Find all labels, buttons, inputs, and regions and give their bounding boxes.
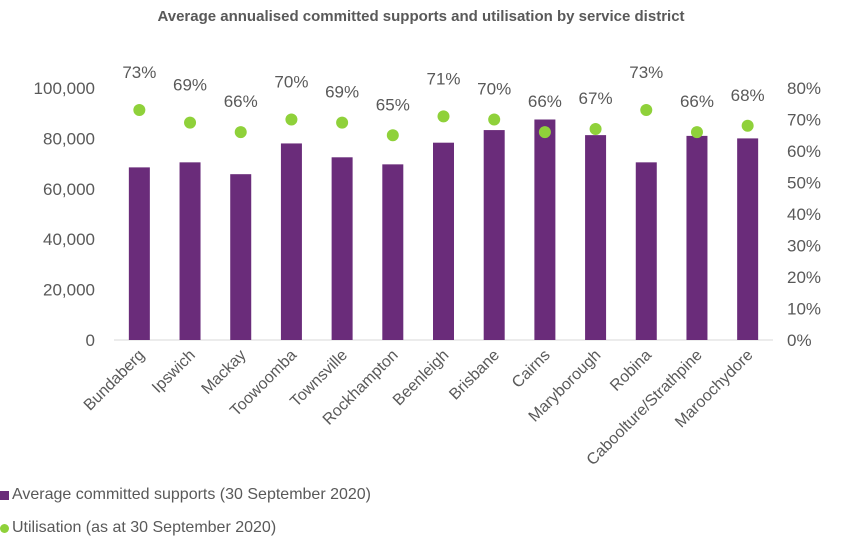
category-label: Ipswich [149, 347, 199, 397]
utilisation-point [234, 126, 247, 139]
left-axis: 0 20,000 40,000 60,000 80,000 100,000 [34, 79, 95, 350]
utilisation-data-label: 66% [528, 92, 562, 111]
legend-label-utilisation: Utilisation (as at 30 September 2020) [12, 519, 277, 536]
bar [483, 130, 505, 340]
utilisation-point [538, 126, 551, 139]
right-axis-tick-label: 40% [787, 205, 821, 224]
utilisation-data-label: 73% [122, 63, 156, 82]
right-axis-tick-label: 60% [787, 142, 821, 161]
bar [280, 143, 302, 340]
utilisation-data-label: 66% [224, 92, 258, 111]
bar-series [128, 119, 759, 340]
utilisation-point [640, 104, 653, 117]
left-axis-tick-label: 60,000 [43, 180, 95, 199]
right-axis-tick-label: 70% [787, 111, 821, 130]
legend: Average committed supports (30 September… [0, 485, 371, 551]
utilisation-point [386, 129, 399, 142]
bar [686, 135, 708, 340]
right-axis-tick-label: 80% [787, 79, 821, 98]
left-axis-tick-label: 80,000 [43, 129, 95, 148]
right-axis-tick-label: 10% [787, 300, 821, 319]
utilisation-labels: 73% 69% 66% 70% 69% 65% 71% 70% 66% 67% 73% 66% 68% [122, 63, 764, 114]
utilisation-point [589, 122, 602, 135]
chart-title: Average annualised committed supports an… [157, 8, 685, 25]
right-axis-tick-label: 0% [787, 331, 812, 350]
utilisation-data-label: 73% [629, 63, 663, 82]
category-label: Mackay [199, 347, 250, 398]
bar [737, 138, 759, 340]
utilisation-data-label: 69% [173, 76, 207, 95]
bar [635, 162, 657, 340]
utilisation-data-label: 68% [731, 86, 765, 105]
legend-swatch-utilisation [0, 523, 9, 533]
utilisation-point [437, 110, 450, 123]
bar [433, 142, 454, 340]
utilisation-data-label: 65% [376, 95, 410, 114]
bar [585, 135, 607, 340]
left-axis-tick-label: 20,000 [43, 281, 95, 300]
legend-swatch-supports [0, 490, 9, 500]
right-axis-tick-label: 50% [787, 174, 821, 193]
bar [128, 167, 150, 340]
bar [331, 157, 353, 340]
legend-item-utilisation: Utilisation (as at 30 September 2020) [0, 518, 371, 538]
left-axis-tick-label: 0 [86, 331, 95, 350]
utilisation-point [133, 104, 146, 117]
category-label: Bundaberg [81, 347, 148, 414]
left-axis-tick-label: 40,000 [43, 230, 95, 249]
right-axis: 0% 10% 20% 30% 40% 50% 60% 70% 80% [787, 79, 821, 350]
left-axis-tick-label: 100,000 [34, 79, 95, 98]
utilisation-point [741, 119, 754, 132]
category-label: Robina [607, 347, 655, 395]
utilisation-point [184, 116, 197, 129]
category-label: Beenleigh [390, 347, 452, 409]
bar [382, 164, 404, 340]
utilisation-data-label: 69% [325, 83, 359, 102]
legend-label-supports: Average committed supports (30 September… [12, 486, 372, 503]
category-label: Brisbane [446, 347, 503, 404]
bar [534, 119, 556, 340]
utilisation-data-label: 67% [579, 89, 613, 108]
category-label: Cairns [509, 347, 554, 392]
utilisation-point [690, 126, 703, 139]
bar [230, 174, 252, 340]
utilisation-data-label: 71% [426, 69, 460, 88]
utilisation-point [285, 113, 298, 126]
utilisation-data-label: 70% [477, 80, 511, 99]
legend-item-supports: Average committed supports (30 September… [0, 485, 371, 505]
right-axis-tick-label: 30% [787, 237, 821, 256]
right-axis-tick-label: 20% [787, 268, 821, 287]
utilisation-series [133, 104, 754, 142]
utilisation-data-label: 66% [680, 92, 714, 111]
category-labels: Bundaberg Ipswich MackayToowoombaTownsvill… [81, 347, 757, 469]
bar [179, 162, 201, 340]
utilisation-point [488, 113, 501, 126]
utilisation-point [336, 116, 349, 129]
utilisation-data-label: 70% [274, 73, 308, 92]
